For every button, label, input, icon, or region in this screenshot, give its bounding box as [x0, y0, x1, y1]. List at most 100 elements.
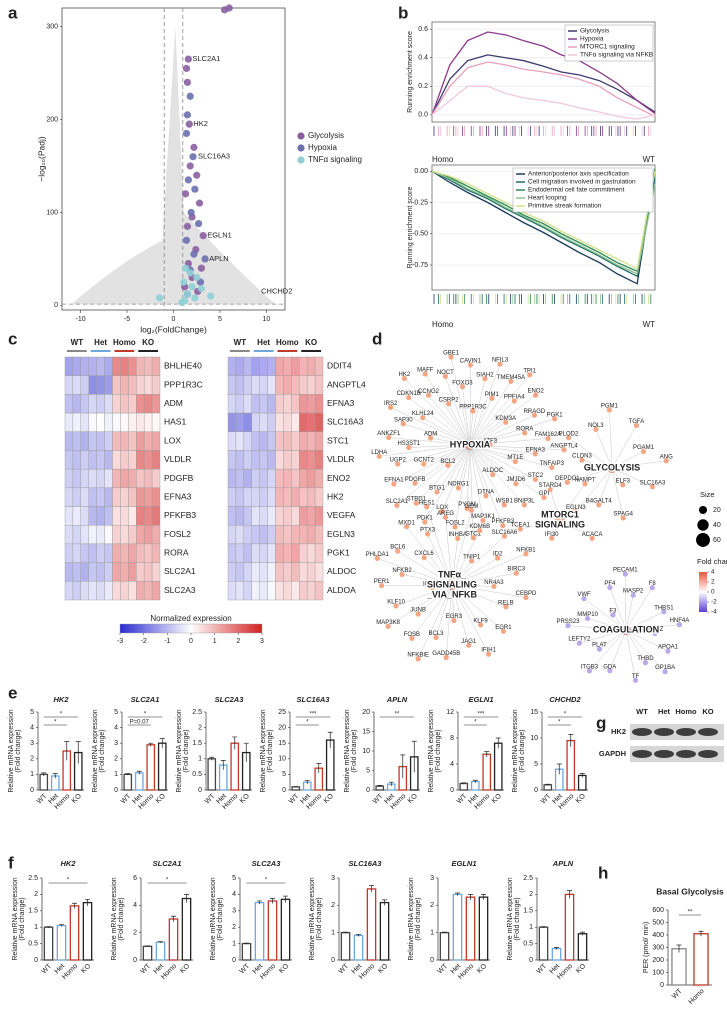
- heatmap-cell: [268, 469, 276, 488]
- heatmap-cell: [120, 432, 128, 451]
- x-tick-label: Homo: [688, 988, 706, 1006]
- row-label: VLDLR: [164, 454, 191, 464]
- protein-label: GAPDH: [599, 749, 626, 758]
- blot-band: [632, 728, 652, 736]
- y-tick-label: 4: [232, 891, 236, 898]
- gene-label: KLF10: [387, 599, 405, 605]
- y-tick-label: 2: [133, 930, 137, 937]
- x-tick-label: WT: [36, 792, 49, 805]
- heatmap-cell: [152, 413, 160, 432]
- heatmap-cell: [105, 507, 113, 526]
- blot-band: [698, 750, 718, 758]
- heatmap-cell: [144, 450, 152, 469]
- y-axis-label: Relative mRNA expression: [176, 709, 183, 792]
- y-tick-label: 1: [198, 756, 202, 763]
- bar: [354, 935, 362, 960]
- gene-label: F3: [609, 608, 617, 614]
- heatmap-cell: [105, 357, 113, 376]
- bar: [539, 927, 547, 960]
- y-axis-label: (Fold change): [118, 897, 125, 940]
- point: [185, 56, 192, 63]
- heatmap-cell: [152, 507, 160, 526]
- bar: [182, 899, 190, 961]
- gene-label: MAFF: [417, 367, 434, 373]
- gene-label: RORA: [516, 427, 533, 433]
- row-label: PGK1: [327, 548, 350, 558]
- lane-label: KO: [702, 707, 713, 716]
- y-tick-label: 10: [530, 735, 538, 742]
- blot-band: [676, 750, 696, 758]
- heatmap-cell: [128, 544, 136, 563]
- heatmap-cell: [65, 544, 73, 563]
- heatmap-cell: [152, 581, 160, 600]
- heatmap-cell: [97, 376, 105, 395]
- heatmap-cell: [244, 450, 252, 469]
- heatmap-cell: [81, 469, 89, 488]
- y-tick-label: 2: [529, 891, 533, 898]
- heatmap-cell: [244, 563, 252, 582]
- gene-label: NR4A3: [484, 580, 504, 586]
- y-tick-label: 400: [652, 932, 664, 939]
- heatmap-cell: [315, 432, 323, 451]
- y-tick-label: 0: [232, 957, 236, 964]
- heatmap-cell: [307, 525, 315, 544]
- heatmap-cell: [283, 469, 291, 488]
- gene-label: APLN: [209, 254, 229, 263]
- gene-label: CEBPD: [516, 591, 537, 597]
- heatmap-cell: [144, 488, 152, 507]
- group-label: Homo: [113, 338, 136, 347]
- y-tick-label: 15: [278, 740, 286, 747]
- heatmap-cell: [291, 563, 299, 582]
- heatmap-cell: [315, 394, 323, 413]
- y-tick-label: 1.5: [523, 908, 533, 915]
- heatmap-cell: [128, 357, 136, 376]
- blot-band: [698, 728, 718, 736]
- gene-label: SPAG4: [613, 511, 633, 517]
- legend-label: Cell migration involved in gastrulation: [528, 179, 636, 186]
- heatmap-cell: [276, 450, 284, 469]
- gene-label: GBE1: [443, 351, 460, 357]
- bar: [567, 741, 574, 790]
- gene-label: ELF3: [616, 478, 631, 484]
- gene-label: EFNA3: [526, 447, 546, 453]
- heatmap-cell: [307, 488, 315, 507]
- point: [190, 144, 197, 151]
- gene-label: NFKBIE: [407, 652, 429, 658]
- y-axis-label: −log₁₀(Padj): [36, 136, 46, 182]
- point: [193, 274, 200, 281]
- bar: [483, 754, 490, 790]
- heatmap-cell: [144, 581, 152, 600]
- lane-label: Homo: [675, 707, 697, 716]
- gene-label: ANKZF1: [377, 431, 401, 437]
- heatmap-cell: [291, 525, 299, 544]
- bar: [281, 899, 289, 960]
- gene-label: JMJD6: [507, 477, 526, 483]
- y-tick-label: 5: [30, 709, 34, 716]
- heatmap-cell: [283, 544, 291, 563]
- heatmap-cell: [299, 450, 307, 469]
- y-axis-label: (Fold change): [415, 897, 422, 940]
- heatmap-cell: [89, 432, 97, 451]
- heatmap-cell: [89, 469, 97, 488]
- heatmap-cell: [128, 563, 136, 582]
- y-tick-label: 1: [34, 924, 38, 931]
- heatmap-cell: [105, 581, 113, 600]
- heatmap-cell: [307, 507, 315, 526]
- heatmap-cell: [291, 413, 299, 432]
- heatmap-cell: [299, 432, 307, 451]
- heatmap-cell: [276, 469, 284, 488]
- x-end-label: WT: [643, 155, 656, 164]
- point: [200, 232, 207, 239]
- heatmap-cell: [252, 544, 260, 563]
- heatmap-cell: [89, 544, 97, 563]
- x-tick-label: KO: [491, 792, 503, 804]
- heatmap-cell: [81, 413, 89, 432]
- gene-label: PRSS23: [556, 619, 580, 625]
- x-tick-label: KO: [323, 792, 335, 804]
- heatmap-cell: [136, 376, 144, 395]
- heatmap-cell: [291, 507, 299, 526]
- heatmap-cell: [299, 544, 307, 563]
- heatmap-cell: [244, 432, 252, 451]
- heatmap-cell: [65, 450, 73, 469]
- gene-label: PGK1: [547, 412, 564, 418]
